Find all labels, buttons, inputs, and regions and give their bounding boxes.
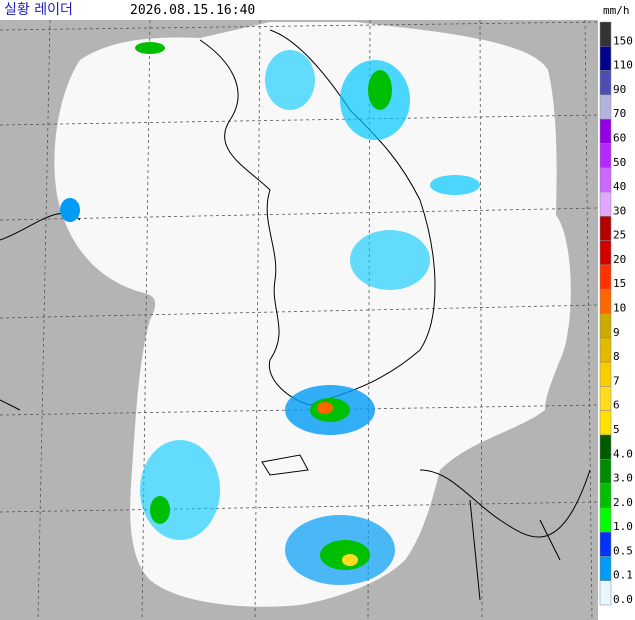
- legend-swatch: [599, 70, 612, 96]
- legend-swatch: [599, 143, 612, 168]
- legend-label: 25: [613, 229, 626, 242]
- legend-label: 9: [613, 326, 620, 339]
- legend-swatch: [599, 580, 612, 606]
- legend-label: 20: [613, 253, 626, 266]
- legend-swatch: [599, 483, 612, 509]
- precip-echo: [60, 42, 480, 585]
- legend-label: 60: [613, 131, 626, 144]
- legend-label: 6: [613, 399, 620, 412]
- grid: [0, 19, 599, 620]
- legend-swatch: [599, 216, 612, 241]
- legend-label: 10: [613, 302, 626, 315]
- legend-swatch: [599, 167, 612, 193]
- header-bg: [0, 0, 635, 20]
- legend-swatch: [599, 386, 612, 411]
- legend-swatch: [599, 118, 612, 144]
- legend-label: 110: [613, 59, 633, 72]
- legend-label: 0.5: [613, 544, 633, 557]
- legend-swatch: [599, 556, 612, 581]
- legend-swatch: [599, 361, 612, 387]
- legend-swatch: [599, 46, 612, 71]
- legend-label: 0.1: [613, 569, 633, 582]
- legend-label: 50: [613, 156, 626, 169]
- legend-label: 5: [613, 423, 620, 436]
- legend-label: 3.0: [613, 472, 633, 485]
- legend-swatch: [599, 94, 612, 120]
- legend-swatch: [599, 531, 612, 557]
- legend-swatch: [599, 434, 612, 460]
- legend-label: 15: [613, 277, 626, 290]
- legend-label: 40: [613, 180, 626, 193]
- legend-label: 90: [613, 83, 626, 96]
- legend-swatch: [599, 240, 612, 266]
- legend-label: 0.0: [613, 593, 633, 606]
- legend-swatch: [599, 191, 612, 217]
- legend-label: 7: [613, 374, 620, 387]
- unit: mm/h: [603, 4, 630, 17]
- timestamp: 2026.08.15.16:40: [130, 3, 255, 18]
- legend-label: 8: [613, 350, 620, 363]
- legend-swatch: [599, 21, 612, 47]
- legend-swatch: [599, 459, 612, 484]
- legend-label: 30: [613, 204, 626, 217]
- title: 실황 레이더: [4, 2, 73, 18]
- legend-label: 1.0: [613, 520, 633, 533]
- legend-label: 150: [613, 34, 633, 47]
- legend-swatch: [599, 337, 612, 363]
- legend-label: 4.0: [613, 447, 633, 460]
- legend-swatch: [599, 410, 612, 436]
- legend-swatch: [599, 507, 612, 533]
- legend-swatch: [599, 288, 612, 314]
- legend-label: 2.0: [613, 496, 633, 509]
- legend-label: 70: [613, 107, 626, 120]
- legend-swatch: [599, 264, 612, 290]
- legend-swatch: [599, 313, 612, 339]
